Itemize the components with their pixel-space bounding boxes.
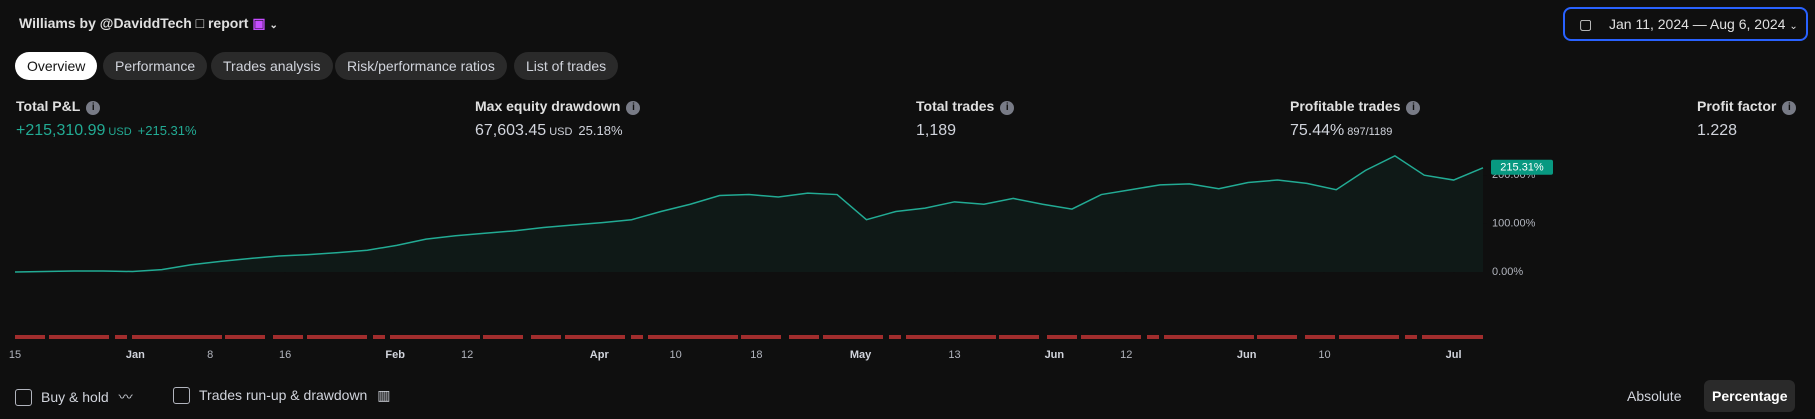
x-tick-label: Jul [1446,349,1462,361]
x-tick-label: Jan [126,349,145,361]
metric-value-row: 1.228 [1697,122,1796,140]
metric: Profitable trades i 75.44% 897/1189 [1290,98,1421,140]
metric-label-text: Max equity drawdown [475,98,621,114]
buy-hold-toggle[interactable]: Buy & hold 〰 [15,387,133,407]
equity-line [14,154,1484,273]
title-text: Williams by @DaviddTech □ report [19,15,249,31]
y-tick-label: 0.00% [1492,266,1523,278]
runup-label: Trades run-up & drawdown [199,387,368,403]
absolute-label: Absolute [1627,388,1682,404]
x-tick-label: 16 [279,349,291,361]
metric-extra: +215.31% [137,123,197,138]
tab[interactable]: Overview [15,52,98,80]
x-tick-label: 18 [750,349,762,361]
report-title: Williams by @DaviddTech □ report ▣ ⌄ [19,15,278,32]
metric-label-text: Total P&L [16,98,81,114]
metric-label-text: Profit factor [1697,98,1777,114]
metric-value: 1.228 [1697,122,1738,139]
x-tick-label: 8 [207,349,213,361]
x-tick-label: Apr [590,349,610,361]
metric-value: 67,603.45 [475,122,547,139]
metric-label-text: Total trades [916,98,995,114]
percentage-button[interactable]: Percentage [1704,380,1796,412]
x-tick-label: 13 [948,349,960,361]
metric-extra: 25.18% [578,123,623,138]
x-tick-label: 10 [1318,349,1330,361]
value-label: 215.31% [1500,162,1544,174]
metric-label: Profitable trades i [1290,98,1421,115]
metric-label-text: Profitable trades [1290,98,1401,114]
tab[interactable]: Risk/performance ratios [335,52,507,80]
value-badge [1491,159,1553,175]
metric-value-row: 1,189 [916,122,1014,140]
calendar-emoji: ▣ [252,15,266,31]
buy-hold-label: Buy & hold [41,389,109,405]
x-tick-label: 10 [669,349,681,361]
runup-toggle[interactable]: Trades run-up & drawdown ▥ [173,387,390,404]
x-tick-label: Jun [1045,349,1065,361]
x-tick-label: 15 [9,349,21,361]
metric-value: 75.44% [1290,122,1345,139]
metric: Total trades i 1,189 [916,98,1015,140]
x-tick-label: 12 [461,349,473,361]
info-icon: i [86,101,101,115]
info-icon: i [1406,101,1421,115]
metric: Max equity drawdown i 67,603.45 USD 25.18% [475,98,641,140]
equity-area [15,155,1483,272]
metric-label: Max equity drawdown i [475,98,641,115]
x-tick-label: Feb [385,349,405,361]
metric-unit: USD [549,126,573,138]
metric: Total P&L i +215,310.99 USD +215.31% [16,98,197,140]
metric-label: Total P&L i [16,98,197,115]
info-icon: i [1782,101,1797,115]
metric: Profit factor i 1.228 [1697,98,1797,140]
info-icon: i [626,101,641,115]
calendar-icon: ▢ [1579,16,1593,32]
percentage-label: Percentage [1712,388,1788,404]
metric-label: Profit factor i [1697,98,1797,115]
absolute-button[interactable]: Absolute [1621,383,1687,409]
y-tick-label: 100.00% [1492,218,1536,230]
tab[interactable]: List of trades [514,52,619,80]
date-range: Jan 11, 2024 — Aug 6, 2024 [1609,16,1786,32]
info-icon: i [1000,101,1015,115]
metric-value: 1,189 [916,122,957,139]
x-tick-label: Jun [1237,349,1257,361]
metric-value-row: 67,603.45 USD 25.18% [475,122,640,140]
metric-value-row: 75.44% 897/1189 [1290,122,1420,140]
x-tick-label: May [850,349,872,361]
x-tick-label: 12 [1120,349,1132,361]
metric-unit: USD [108,126,132,138]
metric-value: +215,310.99 [16,122,106,139]
tab[interactable]: Trades analysis [211,52,333,80]
metric-label: Total trades i [916,98,1015,115]
metric-value-row: +215,310.99 USD +215.31% [16,122,197,140]
metric-extra: 897/1189 [1347,126,1393,138]
date-range-button[interactable]: ▢ Jan 11, 2024 — Aug 6, 2024 ⌄ [1563,7,1808,41]
tab[interactable]: Performance [103,52,208,80]
chevron: ⌄ [269,20,278,31]
